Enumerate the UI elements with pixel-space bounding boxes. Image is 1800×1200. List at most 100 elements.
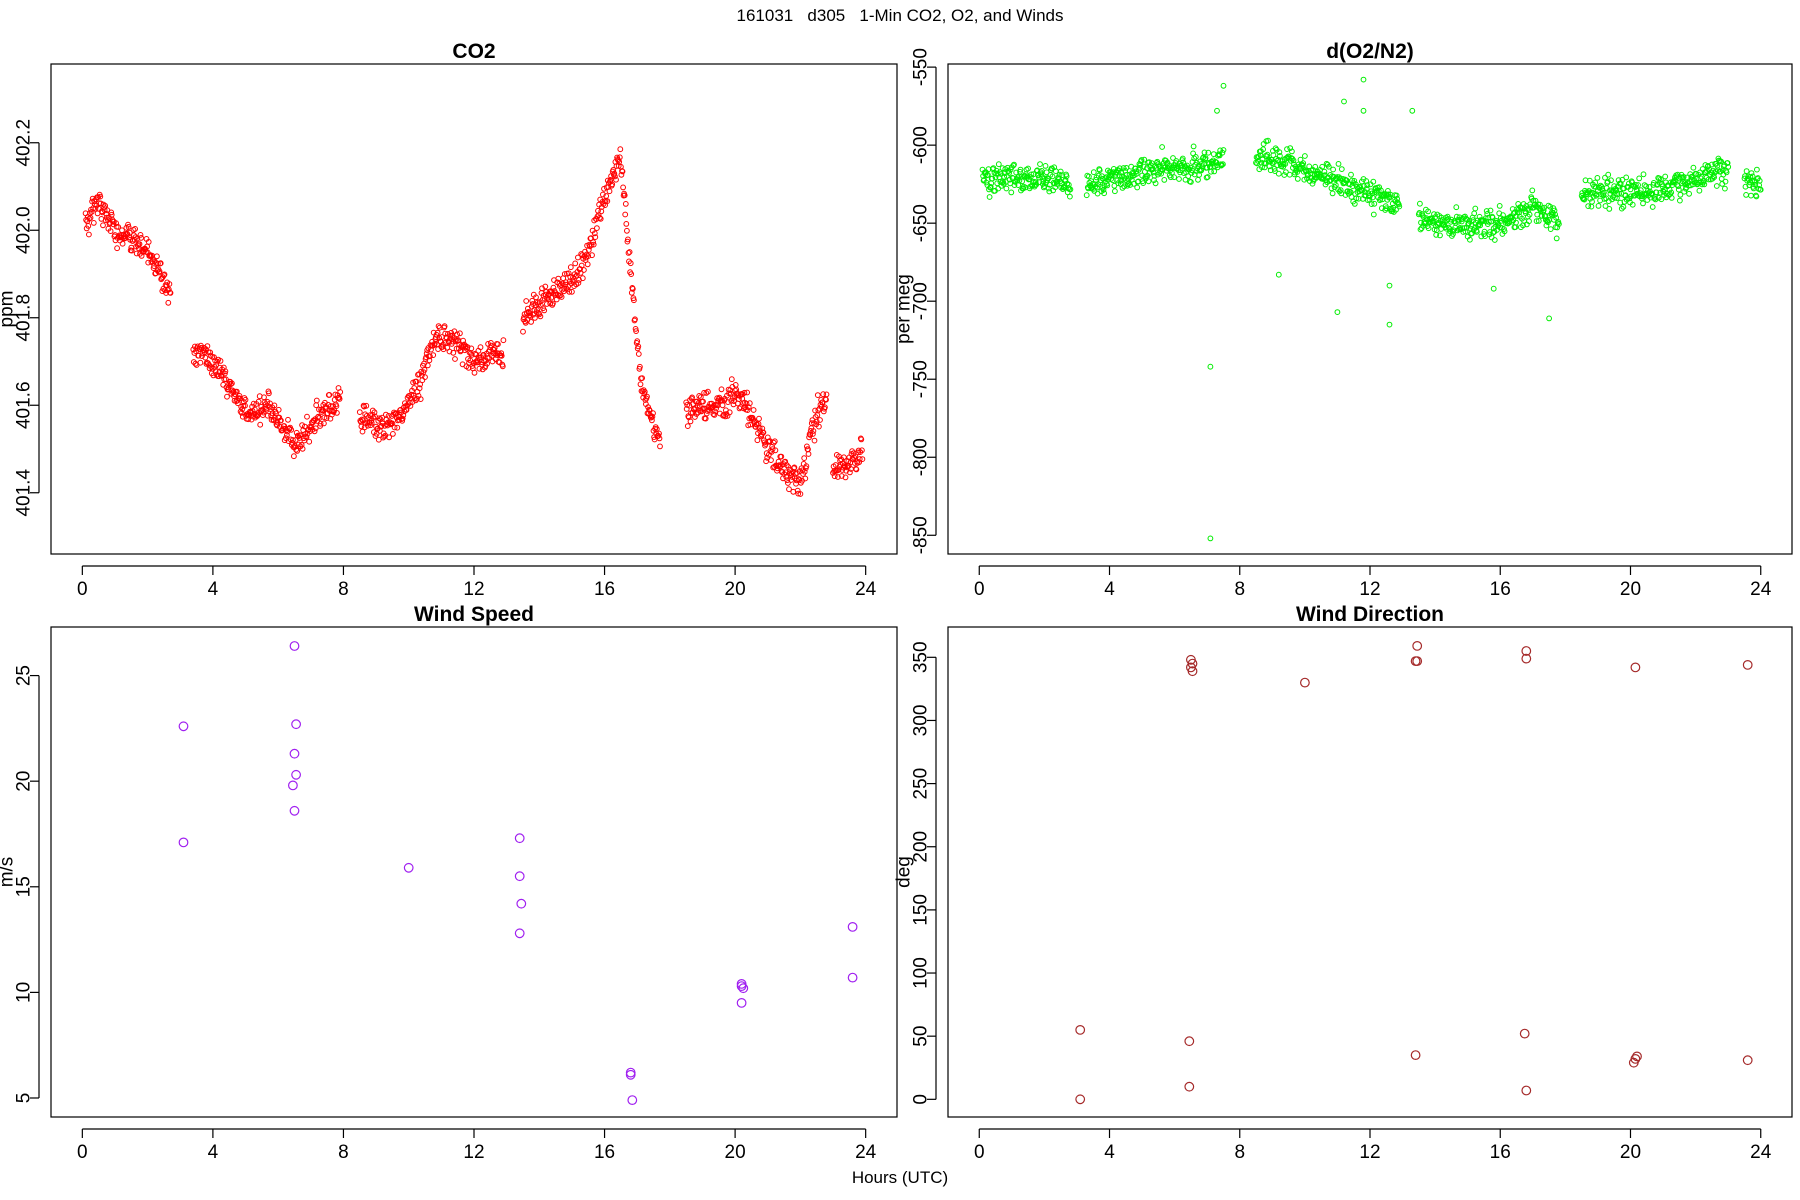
- data-point: [693, 411, 700, 417]
- data-point: [1370, 178, 1377, 185]
- data-point: [1705, 163, 1711, 169]
- x-tick-label: 16: [1490, 579, 1511, 600]
- data-point: [427, 353, 433, 360]
- data-point: [581, 267, 587, 273]
- data-point: [632, 326, 639, 332]
- data-point: [359, 416, 365, 423]
- data-point: [1360, 107, 1367, 114]
- data-point: [1096, 167, 1103, 174]
- data-point: [250, 400, 257, 407]
- data-point: [257, 421, 264, 428]
- data-point: [1299, 677, 1310, 688]
- data-point: [728, 376, 735, 383]
- data-point: [541, 307, 548, 314]
- data-point: [1178, 162, 1185, 169]
- data-point: [726, 409, 733, 416]
- data-point: [1552, 211, 1558, 218]
- data-point: [126, 229, 133, 236]
- data-point: [597, 215, 604, 222]
- data-point: [1017, 166, 1024, 173]
- data-point: [558, 294, 565, 300]
- data-point: [622, 211, 629, 218]
- data-point: [822, 404, 828, 411]
- data-point: [569, 288, 575, 295]
- data-point: [1431, 211, 1437, 218]
- data-point: [1037, 161, 1043, 168]
- data-point: [577, 266, 583, 272]
- data-point: [498, 352, 505, 359]
- x-tick-label: 24: [855, 1142, 877, 1163]
- data-point: [995, 161, 1002, 168]
- data-point: [1154, 171, 1161, 178]
- data-point: [520, 328, 526, 335]
- data-point: [1104, 182, 1111, 189]
- x-tick-label: 4: [208, 579, 219, 600]
- data-point: [684, 423, 691, 430]
- data-point: [1201, 149, 1208, 156]
- data-point: [1640, 200, 1646, 207]
- data-point: [1596, 184, 1602, 191]
- data-point: [1282, 161, 1289, 167]
- data-point: [1159, 144, 1165, 150]
- data-point: [802, 475, 809, 482]
- data-point: [115, 224, 122, 230]
- data-point: [1275, 271, 1282, 278]
- data-point: [759, 425, 766, 432]
- data-point: [1628, 193, 1634, 200]
- data-point: [1410, 1050, 1421, 1060]
- co2-y-axis: 401.4 401.6 401.8 402.0 402.2: [14, 119, 40, 517]
- data-point: [1623, 174, 1630, 181]
- data-point: [649, 417, 655, 424]
- data-point: [313, 397, 320, 404]
- data-point: [1341, 98, 1347, 105]
- data-point: [1521, 653, 1532, 664]
- data-point: [242, 402, 248, 409]
- x-tick-label: 8: [338, 579, 349, 600]
- data-point: [1141, 156, 1148, 163]
- data-point: [321, 420, 327, 427]
- data-point: [847, 469, 853, 476]
- data-point: [102, 202, 109, 209]
- data-point: [633, 328, 639, 335]
- data-point: [1302, 153, 1308, 159]
- x-tick-label: 4: [1104, 579, 1115, 600]
- data-point: [791, 464, 798, 471]
- x-tick-label: 16: [594, 1142, 615, 1163]
- data-point: [477, 344, 484, 351]
- figure-title: 161031 d305 1-Min CO2, O2, and Winds: [736, 6, 1064, 25]
- data-point: [746, 400, 753, 407]
- data-point: [90, 220, 97, 226]
- data-point: [1067, 193, 1073, 200]
- data-point: [371, 409, 378, 416]
- data-point: [523, 298, 530, 304]
- data-point: [816, 423, 822, 430]
- data-point: [1146, 170, 1153, 176]
- data-point: [454, 331, 461, 338]
- data-point: [1713, 183, 1720, 189]
- x-tick-label: 16: [594, 579, 615, 600]
- data-point: [1202, 155, 1209, 162]
- data-point: [1195, 176, 1201, 183]
- data-point: [1529, 187, 1536, 194]
- data-point: [1025, 165, 1031, 172]
- data-point: [87, 214, 94, 221]
- data-point: [1466, 218, 1473, 224]
- co2-title: CO2: [452, 40, 495, 63]
- data-point: [1409, 107, 1416, 114]
- data-point: [1649, 204, 1656, 210]
- data-point: [541, 295, 548, 302]
- x-tick-label: 20: [725, 579, 746, 600]
- data-point: [448, 329, 455, 336]
- data-point: [312, 425, 319, 432]
- data-point: [1006, 170, 1012, 176]
- data-point: [386, 434, 393, 441]
- data-point: [686, 402, 693, 409]
- data-point: [1509, 218, 1516, 225]
- data-point: [1725, 164, 1732, 170]
- data-point: [403, 862, 414, 873]
- data-point: [484, 360, 491, 367]
- data-point: [156, 268, 163, 275]
- data-point: [1376, 184, 1383, 191]
- data-point: [842, 474, 849, 481]
- data-point: [1675, 186, 1682, 193]
